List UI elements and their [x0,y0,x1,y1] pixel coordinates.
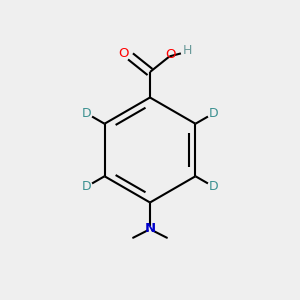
Text: O: O [119,47,129,61]
Text: D: D [82,107,91,120]
Text: D: D [209,180,218,193]
Text: N: N [144,221,156,235]
Text: O: O [165,48,175,62]
Text: H: H [183,44,192,57]
Text: D: D [209,107,218,120]
Text: D: D [82,180,91,193]
